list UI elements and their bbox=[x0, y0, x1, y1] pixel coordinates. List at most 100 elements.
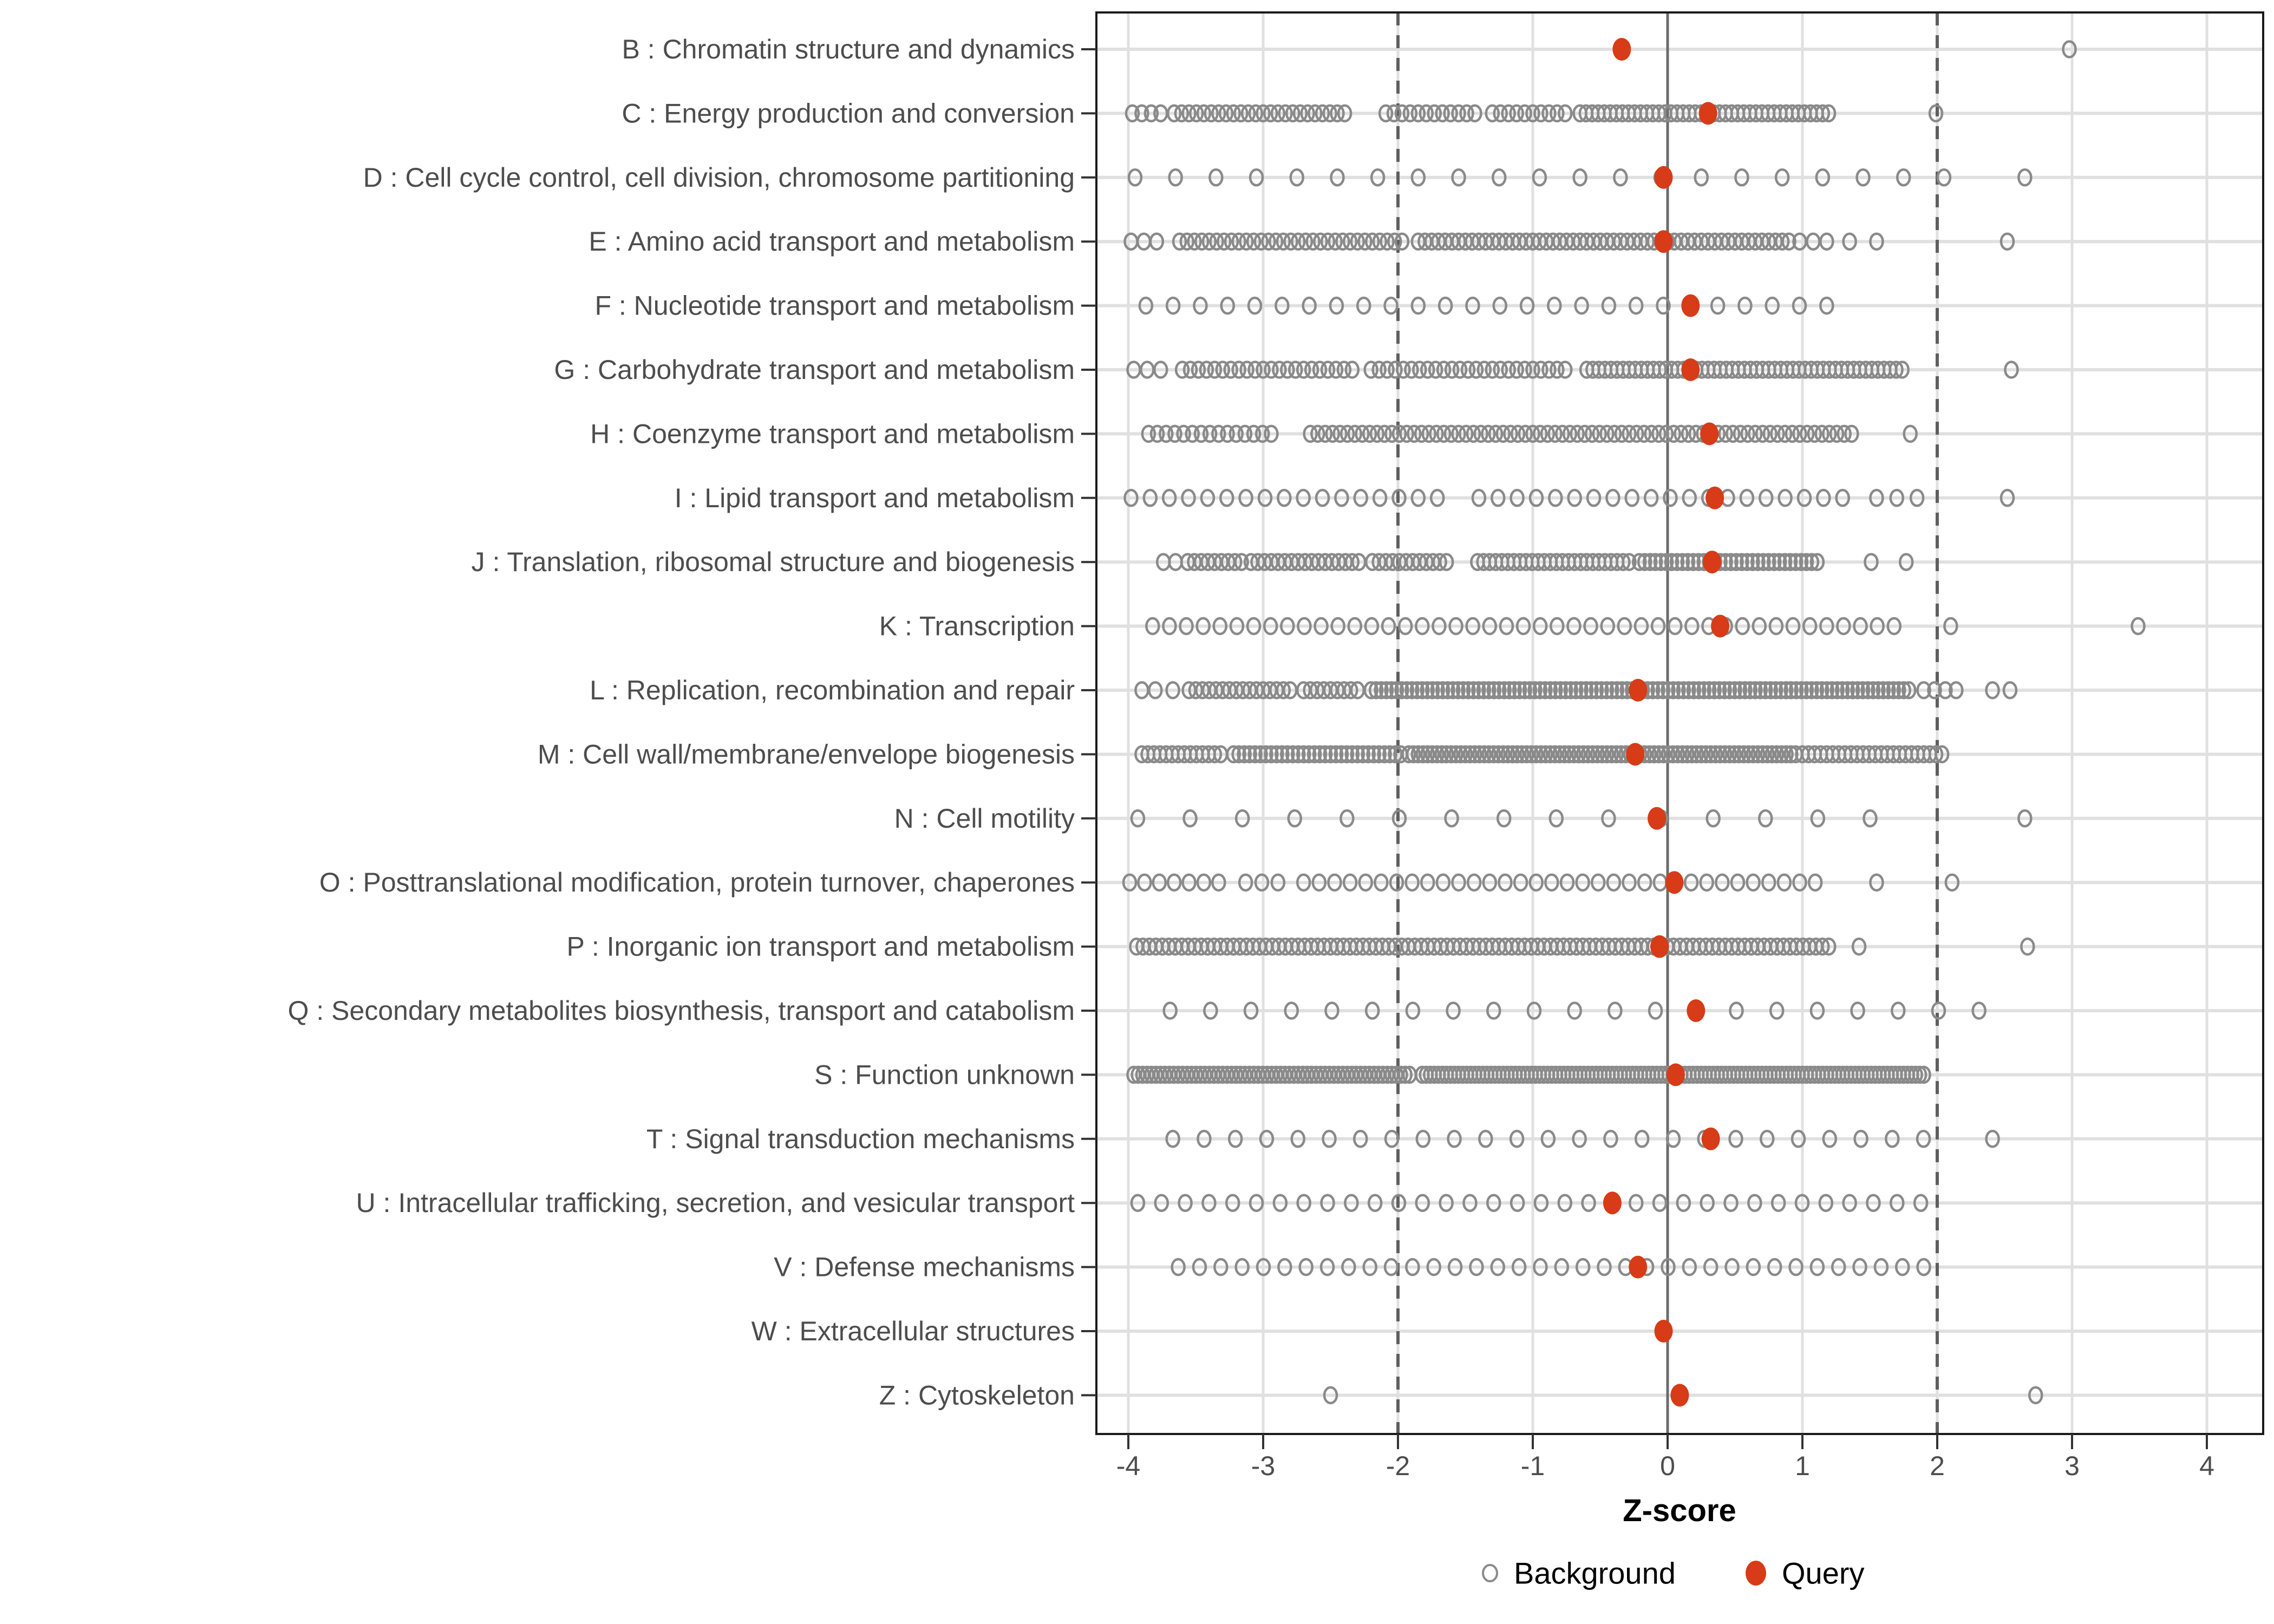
background-point bbox=[1522, 681, 1538, 699]
background-point bbox=[1143, 104, 1159, 123]
legend-query-label: Query bbox=[1782, 1556, 1865, 1590]
background-point bbox=[1736, 745, 1752, 764]
background-point bbox=[1415, 617, 1430, 636]
background-point bbox=[1510, 745, 1525, 764]
background-point bbox=[1344, 553, 1360, 571]
background-point bbox=[1543, 681, 1558, 699]
background-point bbox=[1916, 1130, 1931, 1148]
background-point bbox=[1682, 1258, 1697, 1276]
background-point bbox=[1490, 1258, 1506, 1276]
background-point bbox=[1434, 745, 1449, 764]
background-point bbox=[1698, 745, 1714, 764]
background-point bbox=[1548, 681, 1563, 699]
background-point bbox=[1768, 617, 1784, 636]
background-point bbox=[1301, 745, 1317, 764]
background-point bbox=[1218, 104, 1234, 123]
background-point bbox=[1374, 681, 1389, 699]
background-point bbox=[1850, 681, 1865, 699]
background-point bbox=[1584, 424, 1600, 443]
background-point bbox=[1339, 809, 1355, 828]
background-point bbox=[1728, 1130, 1743, 1148]
background-point bbox=[1149, 424, 1165, 443]
background-point bbox=[1451, 168, 1466, 187]
background-point bbox=[1391, 424, 1407, 443]
background-point bbox=[1665, 681, 1681, 699]
background-point bbox=[1648, 553, 1663, 571]
background-point bbox=[1717, 745, 1733, 764]
background-point bbox=[1547, 296, 1562, 315]
background-point bbox=[1999, 489, 2015, 507]
background-point bbox=[1550, 617, 1565, 636]
background-point bbox=[1533, 1194, 1549, 1212]
background-point bbox=[1355, 424, 1370, 443]
background-point bbox=[1577, 424, 1592, 443]
background-point bbox=[1466, 873, 1482, 892]
background-point bbox=[1928, 104, 1944, 123]
background-point bbox=[1541, 361, 1557, 379]
background-point bbox=[1819, 681, 1835, 699]
background-point bbox=[1785, 424, 1800, 443]
background-point bbox=[1869, 232, 1884, 251]
background-point bbox=[1145, 617, 1160, 636]
background-point bbox=[1648, 1001, 1663, 1020]
background-point bbox=[1675, 745, 1690, 764]
background-point bbox=[1246, 232, 1262, 251]
background-point bbox=[1594, 681, 1609, 699]
background-point bbox=[1555, 424, 1570, 443]
background-point bbox=[1589, 681, 1604, 699]
background-point bbox=[1681, 424, 1696, 443]
background-point bbox=[1410, 296, 1426, 315]
background-point bbox=[1543, 745, 1558, 764]
background-point bbox=[1746, 873, 1761, 892]
background-point bbox=[1380, 361, 1395, 379]
background-point bbox=[1791, 1130, 1806, 1148]
background-point bbox=[1371, 745, 1387, 764]
background-point bbox=[1305, 232, 1321, 251]
background-point bbox=[1328, 232, 1343, 251]
background-point bbox=[1571, 745, 1586, 764]
background-point bbox=[1275, 745, 1290, 764]
background-point bbox=[1876, 681, 1891, 699]
background-point bbox=[1903, 424, 1918, 443]
background-point bbox=[1439, 745, 1454, 764]
background-point bbox=[1746, 745, 1761, 764]
background-point bbox=[1450, 681, 1466, 699]
background-point bbox=[1202, 424, 1218, 443]
background-point bbox=[1486, 1194, 1501, 1212]
background-point bbox=[1496, 809, 1512, 828]
background-point bbox=[2131, 617, 2146, 636]
background-point bbox=[1528, 745, 1544, 764]
background-point bbox=[1237, 424, 1253, 443]
background-point bbox=[1439, 553, 1454, 571]
background-point bbox=[1255, 424, 1270, 443]
background-point bbox=[1512, 681, 1527, 699]
background-point bbox=[1197, 1130, 1212, 1148]
background-point bbox=[1335, 232, 1350, 251]
background-point bbox=[1566, 617, 1582, 636]
background-point bbox=[1570, 424, 1585, 443]
background-point bbox=[1814, 681, 1829, 699]
background-point bbox=[1985, 681, 2000, 699]
background-point bbox=[1985, 1130, 2000, 1148]
background-point bbox=[1819, 296, 1834, 315]
background-point bbox=[1243, 1001, 1259, 1020]
query-point bbox=[1666, 1063, 1685, 1086]
background-point bbox=[1514, 745, 1530, 764]
background-point bbox=[1322, 1130, 1337, 1148]
background-point bbox=[1443, 745, 1459, 764]
background-point bbox=[1898, 553, 1914, 571]
background-point bbox=[1533, 1258, 1548, 1276]
background-point bbox=[1896, 681, 1911, 699]
background-point bbox=[1886, 617, 1902, 636]
background-point bbox=[1793, 553, 1809, 571]
background-point bbox=[1384, 681, 1399, 699]
background-point bbox=[1296, 489, 1311, 507]
background-point bbox=[1397, 617, 1413, 636]
background-point bbox=[1142, 489, 1158, 507]
background-point bbox=[1258, 745, 1273, 764]
background-point bbox=[1895, 1258, 1910, 1276]
background-point bbox=[1686, 681, 1702, 699]
background-point bbox=[1451, 424, 1466, 443]
background-point bbox=[1138, 296, 1154, 315]
background-point bbox=[1212, 617, 1228, 636]
